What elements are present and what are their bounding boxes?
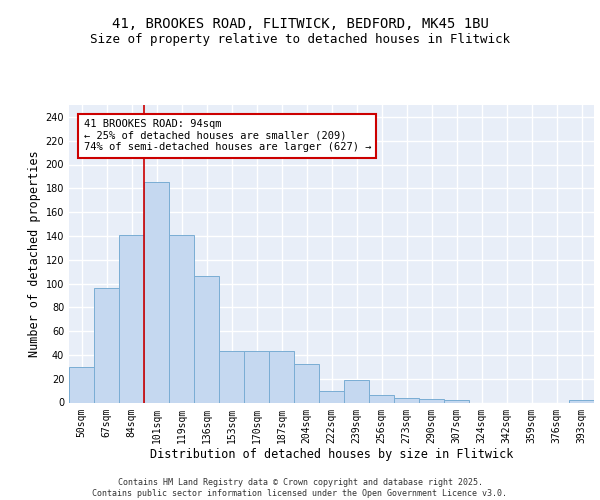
Bar xyxy=(294,364,319,403)
Bar xyxy=(119,234,144,402)
Bar xyxy=(569,400,594,402)
Bar xyxy=(194,276,219,402)
Bar xyxy=(444,400,469,402)
Bar xyxy=(94,288,119,403)
X-axis label: Distribution of detached houses by size in Flitwick: Distribution of detached houses by size … xyxy=(150,448,513,461)
Text: 41, BROOKES ROAD, FLITWICK, BEDFORD, MK45 1BU: 41, BROOKES ROAD, FLITWICK, BEDFORD, MK4… xyxy=(112,18,488,32)
Text: Contains HM Land Registry data © Crown copyright and database right 2025.
Contai: Contains HM Land Registry data © Crown c… xyxy=(92,478,508,498)
Bar xyxy=(269,352,294,403)
Bar xyxy=(144,182,169,402)
Text: Size of property relative to detached houses in Flitwick: Size of property relative to detached ho… xyxy=(90,32,510,46)
Bar xyxy=(344,380,369,402)
Bar xyxy=(219,352,244,403)
Bar xyxy=(319,390,344,402)
Y-axis label: Number of detached properties: Number of detached properties xyxy=(28,150,41,357)
Bar xyxy=(394,398,419,402)
Bar xyxy=(369,396,394,402)
Bar xyxy=(244,352,269,403)
Text: 41 BROOKES ROAD: 94sqm
← 25% of detached houses are smaller (209)
74% of semi-de: 41 BROOKES ROAD: 94sqm ← 25% of detached… xyxy=(83,120,371,152)
Bar xyxy=(419,399,444,402)
Bar xyxy=(169,234,194,402)
Bar xyxy=(69,367,94,402)
